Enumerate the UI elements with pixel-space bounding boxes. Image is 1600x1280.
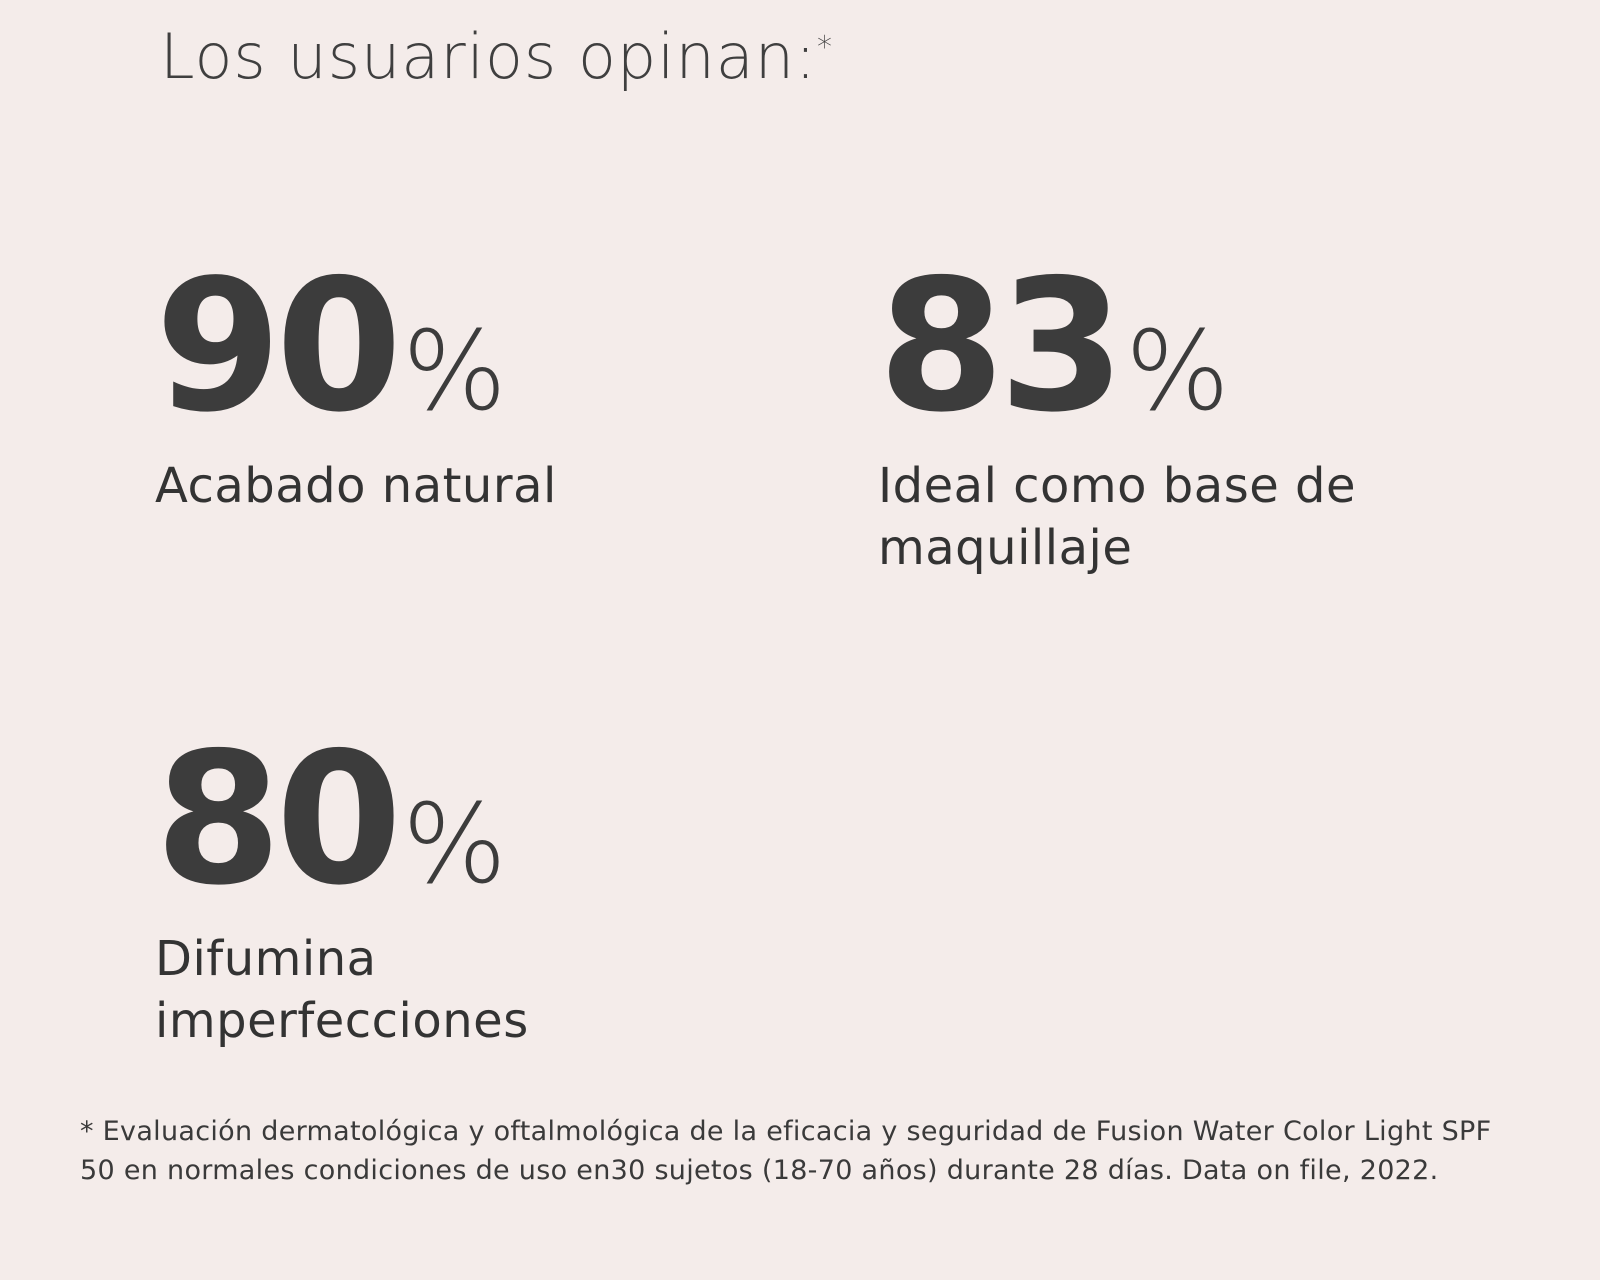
percent-sign: % (402, 307, 507, 435)
percent-sign: % (402, 780, 507, 908)
stat-blurs-imperfections: 80 % Difumina imperfecciones (155, 728, 655, 1052)
stat-number: 80 (155, 713, 402, 925)
page-title: Los usuarios opinan:* (160, 20, 833, 94)
footnote: * Evaluación dermatológica y oftalmológi… (80, 1116, 1492, 1186)
stat-natural-finish: 90 % Acabado natural (155, 255, 715, 517)
page-title-text: Los usuarios opinan: (160, 20, 817, 93)
stat-value: 83 % (878, 255, 1438, 437)
stat-value: 90 % (155, 255, 715, 437)
stat-label: Difumina imperfecciones (155, 931, 529, 1049)
stat-makeup-base: 83 % Ideal como base de maquillaje (878, 255, 1438, 579)
stat-label: Ideal como base de maquillaje (878, 458, 1356, 576)
stat-value: 80 % (155, 728, 655, 910)
percent-sign: % (1125, 307, 1230, 435)
stat-number: 90 (155, 240, 402, 452)
stat-label: Acabado natural (155, 458, 557, 514)
footnote-marker: * (816, 30, 833, 65)
stat-number: 83 (878, 240, 1125, 452)
